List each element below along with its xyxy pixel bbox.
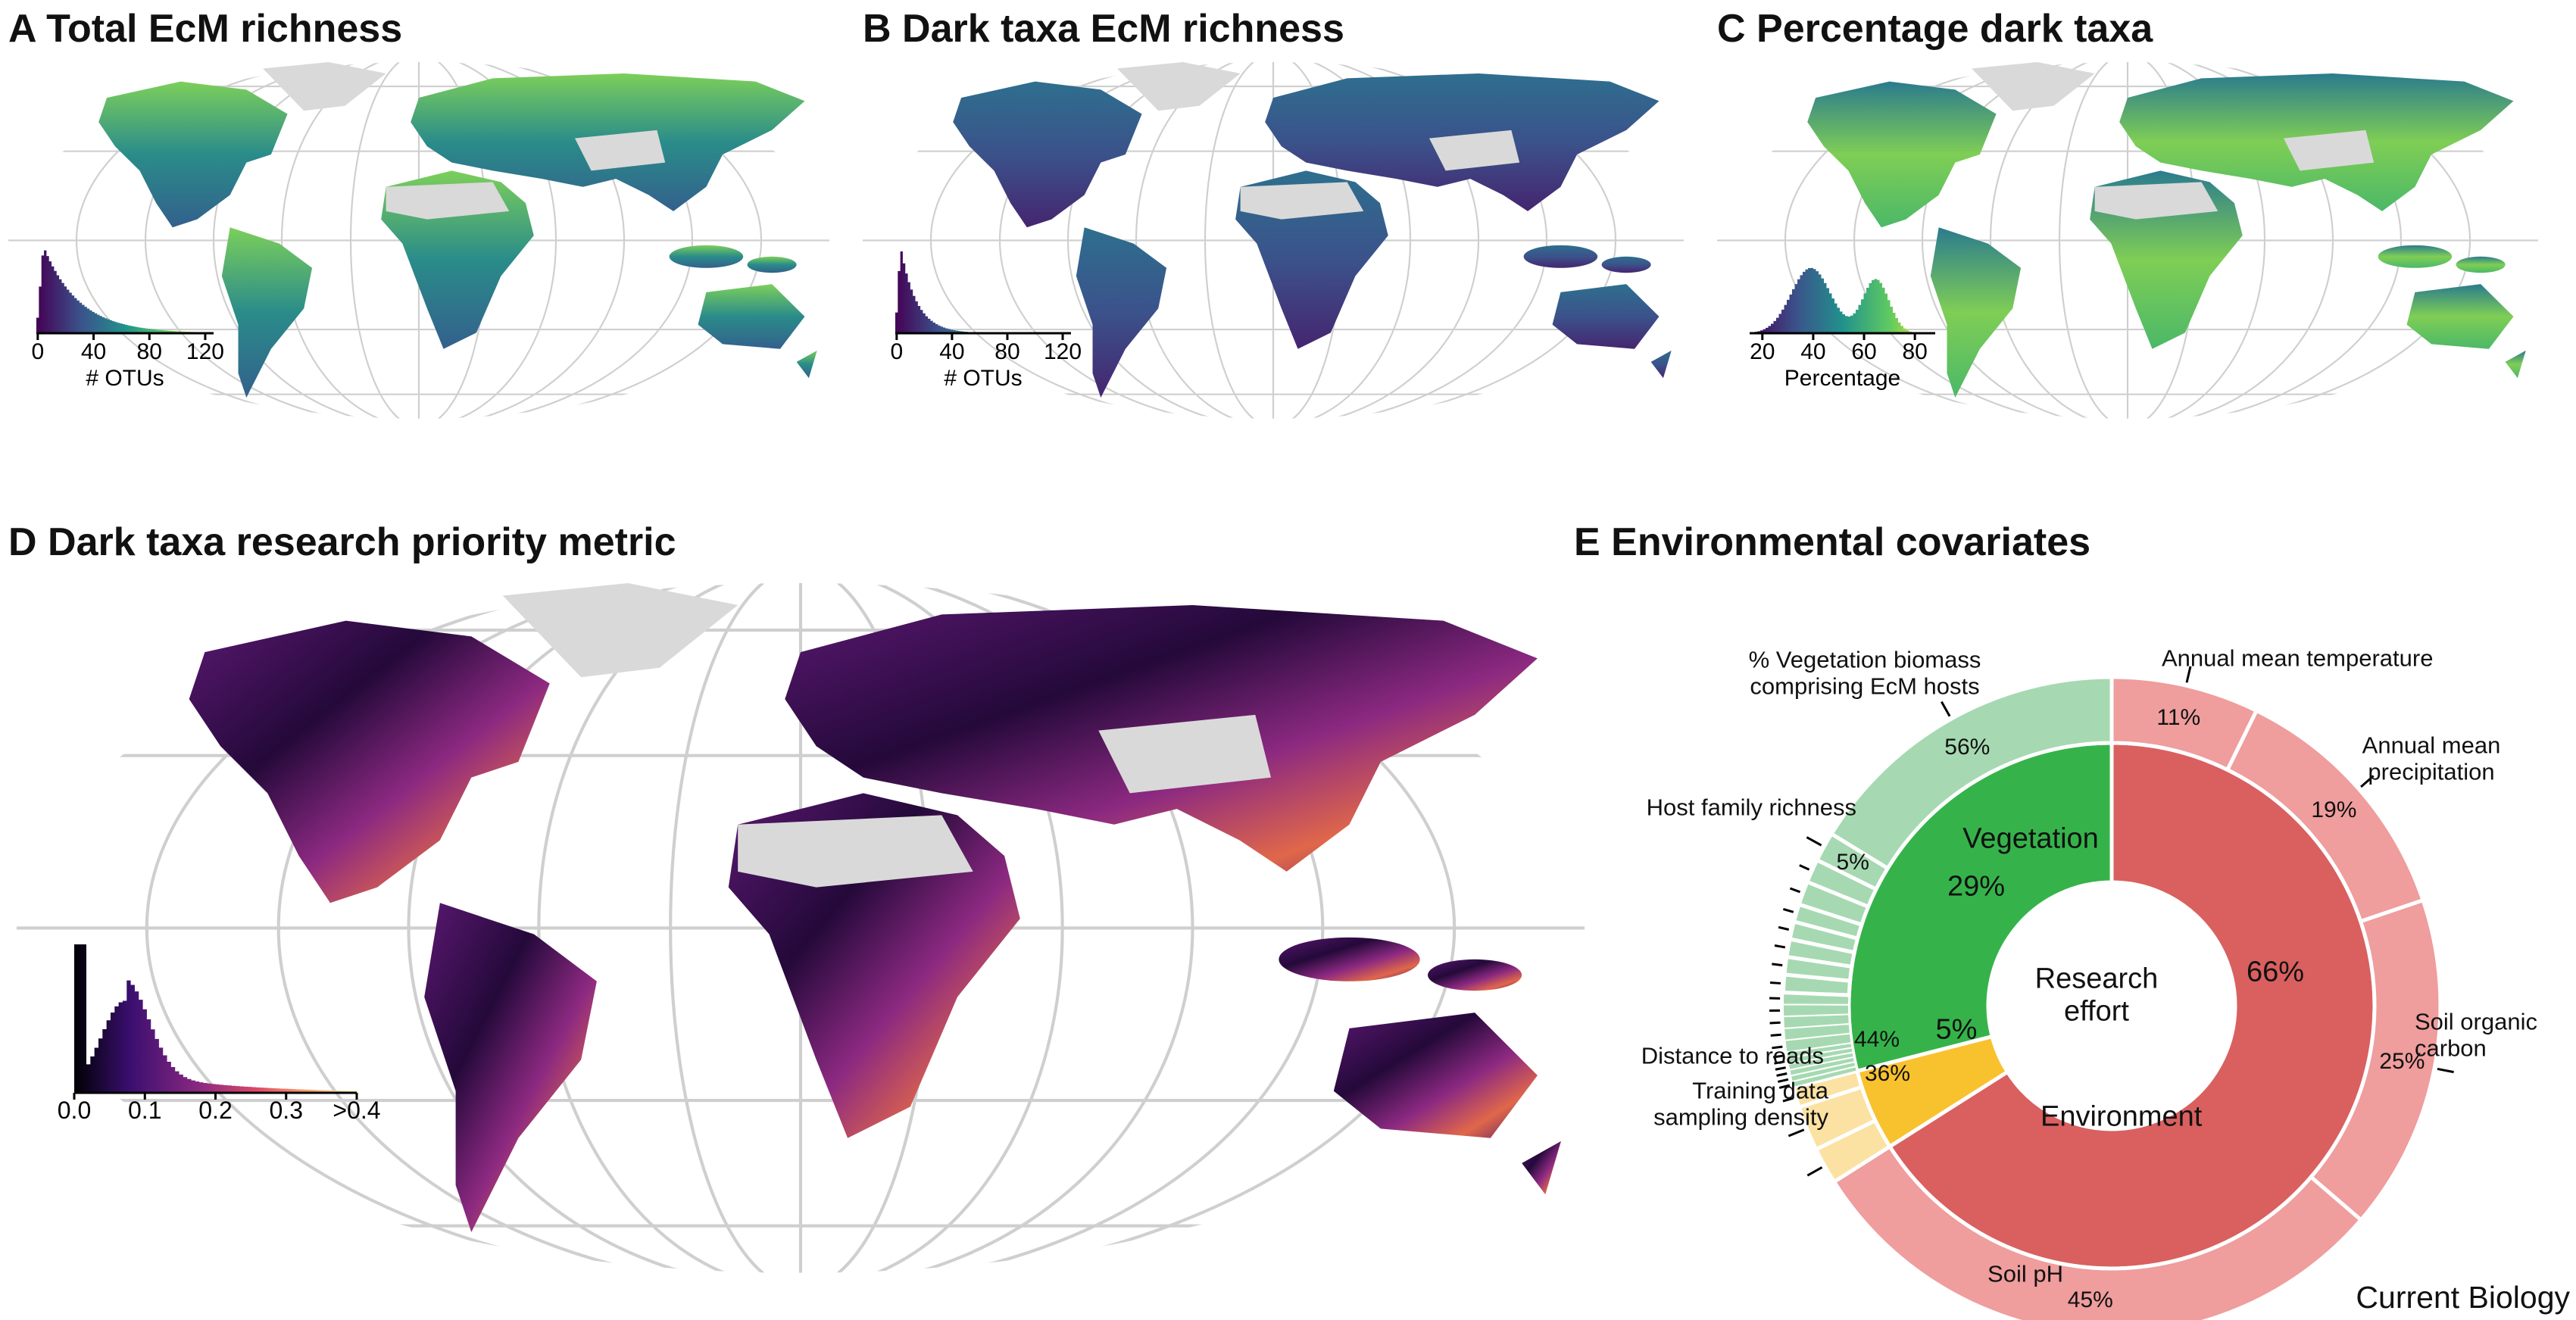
legend-tick-label: 0 bbox=[890, 339, 903, 364]
panel-letter: C bbox=[1717, 7, 1746, 51]
journal-name: Current Biology bbox=[2356, 1280, 2570, 1315]
panel-title-text: Dark taxa EcM richness bbox=[902, 7, 1344, 51]
legend-tick-label: 0.2 bbox=[198, 1097, 232, 1124]
legend-histogram bbox=[895, 251, 1071, 333]
leader-tick bbox=[1769, 1021, 1781, 1025]
part-value-label: 36% bbox=[1864, 1061, 1911, 1087]
part-value-label: 5% bbox=[1836, 850, 1869, 875]
leader-tick bbox=[1772, 1045, 1783, 1050]
legend-tick-label: 0.0 bbox=[58, 1097, 91, 1124]
part-value-label: 45% bbox=[2067, 1287, 2113, 1313]
leader-tick bbox=[1778, 1084, 1791, 1089]
legend-tick-label: 120 bbox=[186, 339, 224, 364]
group-label: Vegetation bbox=[1962, 822, 2099, 855]
part-label: Annual mean precipitation bbox=[2362, 732, 2501, 785]
leader-tick bbox=[1770, 1033, 1781, 1037]
leader-tick bbox=[1799, 864, 1810, 871]
leader-tick bbox=[1772, 963, 1783, 967]
panel-title: C Percentage dark taxa bbox=[1717, 9, 2153, 48]
leader-line bbox=[2360, 775, 2375, 788]
leader-line bbox=[2437, 1067, 2454, 1074]
legend-tick-label: 120 bbox=[1044, 339, 1082, 364]
leader-tick bbox=[1772, 1054, 1784, 1059]
part-value-label: 56% bbox=[1944, 735, 1991, 760]
leader-tick bbox=[1776, 1072, 1788, 1077]
group-value-label: 66% bbox=[2246, 956, 2305, 988]
group-value-label: 5% bbox=[1935, 1013, 1978, 1046]
legend-tick-label: >0.4 bbox=[333, 1097, 380, 1124]
part-label: Host family richness bbox=[1646, 794, 1856, 821]
world-map bbox=[17, 567, 1585, 1288]
legend-tick-label: 0.3 bbox=[270, 1097, 303, 1124]
part-value-label: 44% bbox=[1853, 1027, 1900, 1053]
panel-title: E Environmental covariates bbox=[1574, 523, 2090, 562]
part-label: Distance to roads bbox=[1641, 1042, 1824, 1069]
panel-title-text: Percentage dark taxa bbox=[1756, 7, 2153, 51]
panel-title-text: Total EcM richness bbox=[46, 7, 403, 51]
part-label: Annual mean temperature bbox=[2162, 644, 2434, 672]
legend-label: # OTUs bbox=[86, 366, 164, 391]
leader-tick bbox=[1782, 1097, 1794, 1103]
panel-title: A Total EcM richness bbox=[8, 9, 402, 48]
legend-label: Percentage bbox=[1784, 366, 1900, 391]
panel-title-text: Environmental covariates bbox=[1611, 520, 2091, 564]
panel-letter: A bbox=[8, 7, 36, 51]
panel-letter: D bbox=[8, 520, 37, 564]
legend-tick-label: 40 bbox=[81, 339, 106, 364]
leader-line bbox=[2185, 666, 2192, 683]
panel-title: D Dark taxa research priority metric bbox=[8, 523, 676, 562]
part-label: Soil pH bbox=[1987, 1260, 2063, 1287]
leader-tick bbox=[1774, 944, 1786, 949]
part-label: Training data sampling density bbox=[1653, 1077, 1828, 1130]
land bbox=[189, 604, 1561, 1232]
leader-tick bbox=[1769, 981, 1781, 985]
legend-histogram bbox=[36, 250, 214, 333]
leader-line bbox=[1788, 1128, 1805, 1137]
group-label: Environment bbox=[2041, 1100, 2203, 1133]
legend-tick-label: 20 bbox=[1750, 339, 1775, 364]
legend-tick-label: 60 bbox=[1851, 339, 1876, 364]
panel-letter: E bbox=[1574, 520, 1600, 564]
part-value-label: 25% bbox=[2379, 1049, 2425, 1075]
leader-tick bbox=[1789, 887, 1801, 894]
leader-tick bbox=[1778, 925, 1790, 931]
panel-title-text: Dark taxa research priority metric bbox=[48, 520, 676, 564]
part-value-label: 19% bbox=[2311, 797, 2357, 823]
legend-label: # OTUs bbox=[944, 366, 1022, 391]
leader-tick bbox=[1775, 1066, 1786, 1071]
donut-chart bbox=[1769, 666, 2454, 1320]
legend-tick-label: 80 bbox=[1902, 339, 1927, 364]
leader-tick bbox=[1777, 1078, 1789, 1083]
part-label: % Vegetation biomass comprising EcM host… bbox=[1748, 646, 1981, 699]
outer-wedge bbox=[1828, 675, 2114, 871]
outer-wedge bbox=[1781, 1003, 1850, 1018]
part-label: Soil organic carbon bbox=[2415, 1008, 2537, 1061]
leader-line bbox=[1806, 836, 1822, 847]
group-label: Research effort bbox=[2034, 963, 2159, 1027]
legend-histogram bbox=[74, 944, 357, 1093]
part-value-label: 11% bbox=[2156, 704, 2201, 730]
panel-letter: B bbox=[863, 7, 891, 51]
panel-title: B Dark taxa EcM richness bbox=[863, 9, 1344, 48]
legend-tick-label: 0.1 bbox=[128, 1097, 161, 1124]
leader-line bbox=[1941, 701, 1951, 717]
legend-tick-label: 80 bbox=[994, 339, 1019, 364]
legend-histogram bbox=[1750, 267, 1935, 333]
outer-wedge bbox=[1831, 1144, 2364, 1320]
leader-tick bbox=[1782, 907, 1794, 913]
legend-tick-label: 40 bbox=[939, 339, 964, 364]
legend-tick-label: 0 bbox=[31, 339, 44, 364]
group-value-label: 29% bbox=[1947, 870, 2006, 903]
legend-tick-label: 40 bbox=[1800, 339, 1825, 364]
leader-line bbox=[1806, 1166, 1823, 1177]
legend-tick-label: 80 bbox=[137, 339, 162, 364]
leader-tick bbox=[1774, 1060, 1785, 1065]
